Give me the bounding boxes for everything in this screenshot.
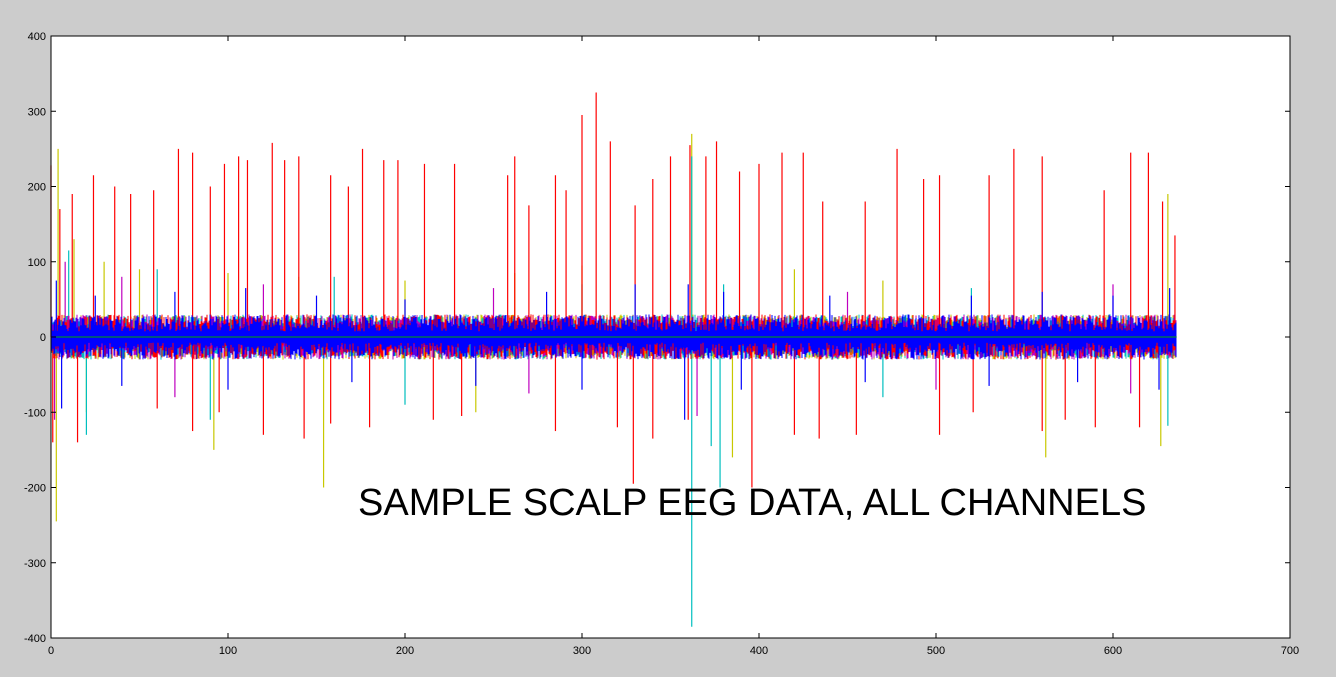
y-tick-label: 0 — [40, 332, 46, 344]
x-tick-label: 500 — [927, 645, 945, 657]
y-tick-label: 200 — [28, 182, 46, 194]
x-tick-label: 400 — [750, 645, 768, 657]
y-tick-label: 300 — [28, 106, 46, 118]
x-tick-label: 0 — [48, 645, 54, 657]
x-tick-label: 600 — [1104, 645, 1122, 657]
chart-annotation: SAMPLE SCALP EEG DATA, ALL CHANNELS — [358, 482, 1146, 524]
y-tick-label: 400 — [28, 31, 46, 43]
x-tick-label: 300 — [573, 645, 591, 657]
y-tick-label: -100 — [24, 407, 46, 419]
plot-area — [50, 92, 1177, 627]
y-tick-label: 100 — [28, 257, 46, 269]
axis-ticks: 0 100 200 300 400 500 600 700 -400 -300 -200 -100 0 1… — [24, 31, 1299, 657]
y-tick-label: -200 — [24, 483, 46, 495]
y-tick-label: -300 — [24, 558, 46, 570]
x-tick-label: 200 — [396, 645, 414, 657]
x-tick-label: 700 — [1281, 645, 1299, 657]
y-tick-label: -400 — [24, 633, 46, 645]
x-tick-label: 100 — [219, 645, 237, 657]
